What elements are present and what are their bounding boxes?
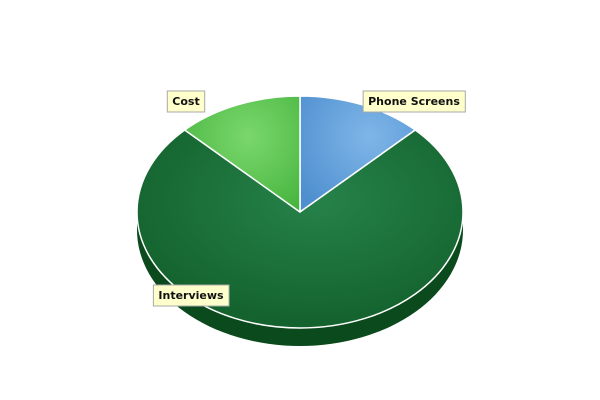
pie-label-cost: Cost xyxy=(166,90,206,113)
pie-slice-phone-screens[interactable] xyxy=(299,95,417,213)
pie-labels-layer: Phone Screens Interviews Cost xyxy=(152,90,466,307)
pie-label-text-interviews: Interviews xyxy=(158,289,224,302)
pie-label-box-phone-screens xyxy=(362,90,466,113)
pie-label-phone-screens: Phone Screens xyxy=(362,90,466,113)
pie-label-box-interviews xyxy=(152,284,230,307)
pie-top-layer xyxy=(136,95,464,329)
pie-label-interviews: Interviews xyxy=(152,284,230,307)
pie-label-text-phone-screens: Phone Screens xyxy=(368,95,460,108)
pie-slice-interviews[interactable] xyxy=(136,129,464,329)
pie-label-box-cost xyxy=(166,90,206,113)
pie-slice-cost[interactable] xyxy=(183,95,301,213)
pie-label-text-cost: Cost xyxy=(172,95,199,108)
